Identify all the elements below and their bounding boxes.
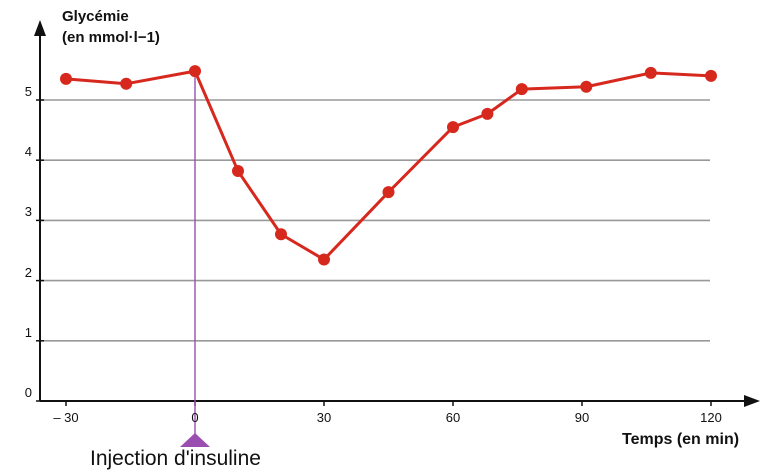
y-axis-label-line2: (en mmol·l−1): [62, 29, 160, 46]
y-axis-label-line1: Glycémie: [62, 8, 129, 25]
y-axis-label: Glycémie (en mmol·l−1): [62, 6, 160, 48]
data-point: [275, 228, 287, 241]
data-point: [60, 72, 72, 85]
grid-lines: [40, 99, 710, 342]
data-point: [232, 165, 244, 178]
y-axis-arrow: [34, 20, 46, 36]
y-tick-label: 5: [24, 84, 32, 99]
y-tick-label: 1: [24, 324, 32, 340]
data-point: [447, 121, 459, 134]
x-axis-label: Temps (en min): [622, 431, 740, 448]
injection-marker-triangle: [180, 433, 210, 447]
data-point: [644, 66, 657, 79]
x-tick-label: 30: [316, 410, 332, 425]
y-tick-label: 2: [24, 264, 32, 280]
x-tick-label: – 30: [53, 410, 79, 425]
x-tick-label: 90: [574, 410, 590, 425]
y-tick-label: 3: [24, 204, 32, 220]
x-tick-label: 60: [445, 410, 461, 425]
data-point: [705, 69, 717, 82]
data-point: [580, 80, 593, 93]
x-tick-label: 0: [191, 410, 199, 425]
data-point: [481, 107, 494, 120]
x-tick-label: 120: [700, 410, 722, 425]
axes: [34, 20, 760, 407]
data-point: [382, 186, 395, 199]
y-tick-label: 0: [24, 385, 32, 400]
data-point: [189, 65, 201, 78]
x-axis-arrow: [744, 395, 760, 407]
injection-annotation: Injection d'insuline: [90, 447, 261, 470]
series-glycemia: [60, 65, 717, 266]
y-tick-label: 4: [24, 144, 32, 160]
data-point: [515, 83, 528, 96]
data-point: [318, 253, 330, 266]
data-point: [120, 77, 133, 90]
